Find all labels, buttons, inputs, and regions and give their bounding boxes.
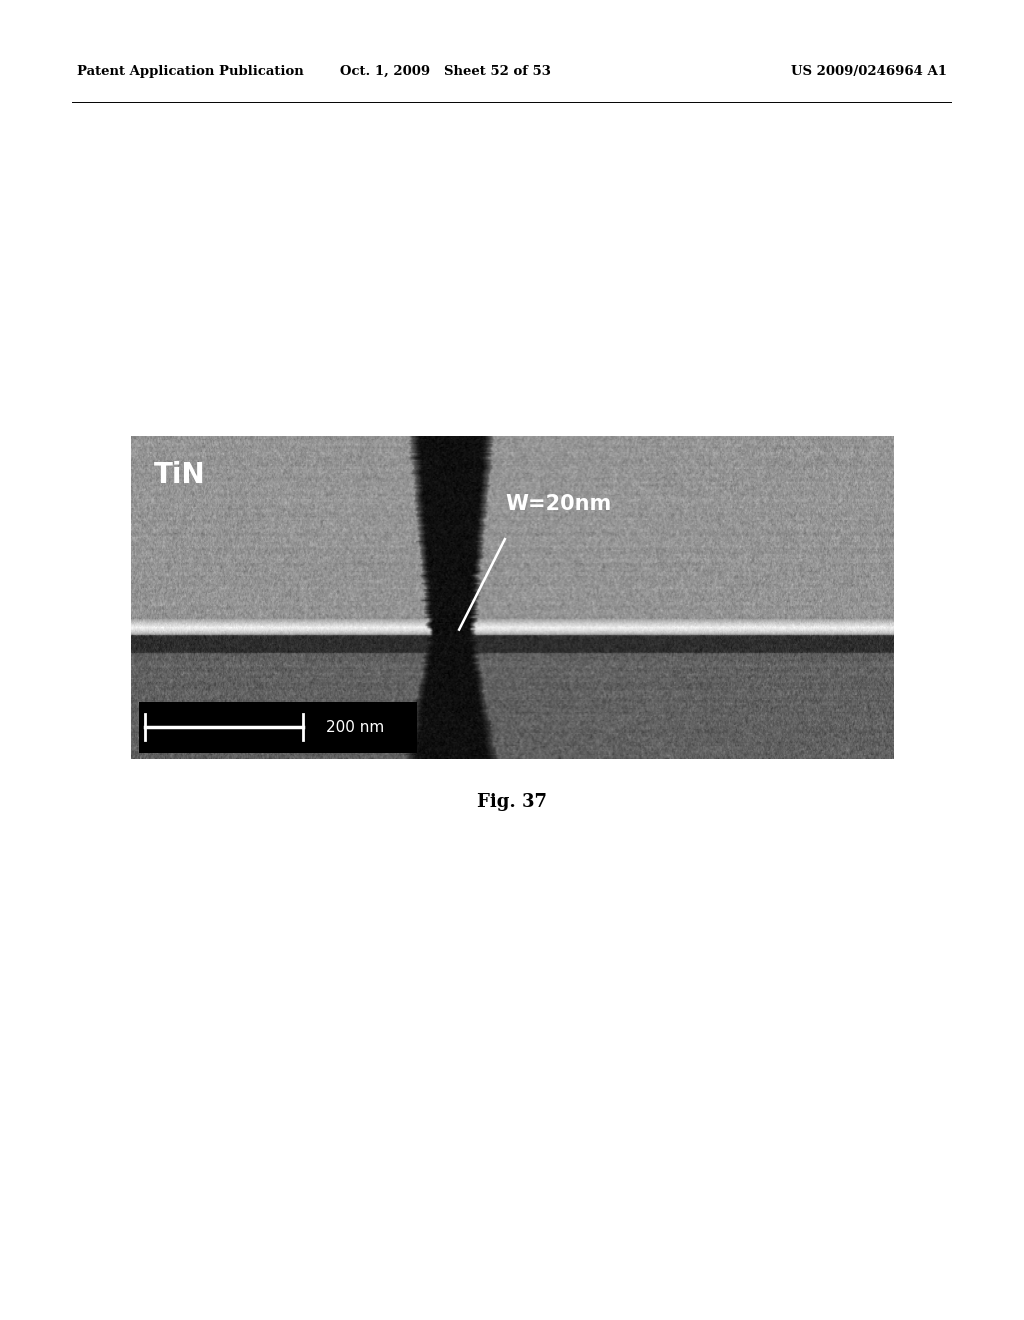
Text: Fig. 37: Fig. 37	[477, 793, 547, 810]
Text: W=20nm: W=20nm	[505, 494, 611, 513]
Text: US 2009/0246964 A1: US 2009/0246964 A1	[792, 65, 947, 78]
Text: 200 nm: 200 nm	[326, 719, 384, 735]
Text: TiN: TiN	[154, 462, 206, 490]
Bar	[138, 702, 417, 752]
Text: Patent Application Publication: Patent Application Publication	[77, 65, 303, 78]
Text: Oct. 1, 2009   Sheet 52 of 53: Oct. 1, 2009 Sheet 52 of 53	[340, 65, 551, 78]
